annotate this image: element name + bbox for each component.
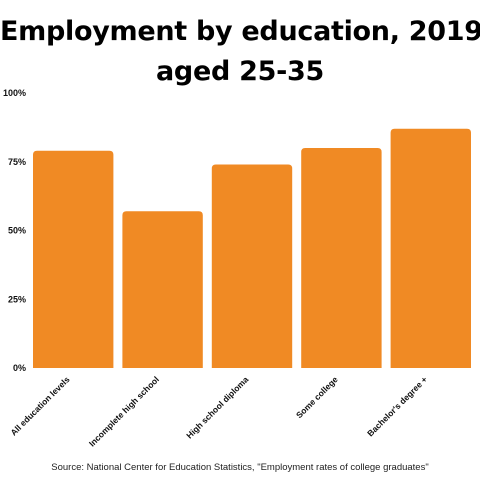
x-tick-label: Incomplete high school	[87, 374, 161, 448]
bar	[33, 150, 114, 368]
bar	[211, 164, 293, 368]
y-tick-label: 75%	[8, 157, 26, 167]
x-tick-label: All education levels	[8, 374, 71, 437]
bar	[122, 211, 203, 368]
bars	[33, 128, 471, 368]
x-tick-label: Some college	[294, 374, 340, 420]
y-tick-label: 100%	[3, 88, 26, 98]
chart-title: Employment by education, 2019	[0, 16, 480, 47]
y-tick-label: 50%	[8, 226, 26, 236]
y-axis: 0% 25% 50% 75% 100%	[3, 88, 26, 373]
source-note: Source: National Center for Education St…	[51, 462, 429, 473]
x-axis-labels: All education levels Incomplete high scho…	[8, 374, 429, 448]
bar	[301, 148, 382, 368]
chart-subtitle: aged 25-35	[156, 56, 324, 87]
y-tick-label: 25%	[8, 294, 26, 304]
y-tick-label: 0%	[13, 363, 26, 373]
bar	[390, 128, 471, 368]
x-tick-label: High school diploma	[184, 374, 250, 440]
chart-title-block: Employment by education, 2019 aged 25-35	[0, 12, 480, 92]
x-tick-label: Bachelor's degree +	[365, 374, 429, 438]
